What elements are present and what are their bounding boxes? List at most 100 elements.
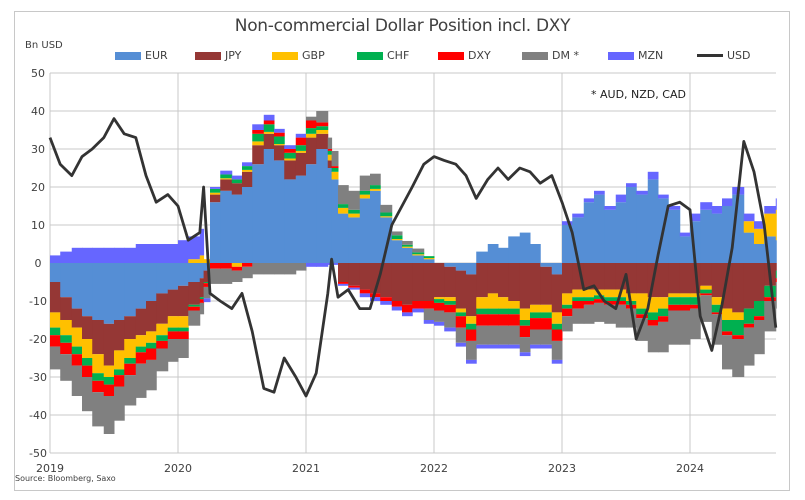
bar-segment-dxy: [242, 263, 253, 267]
bar-segment-chf: [274, 136, 285, 145]
bar-segment-mzn: [572, 213, 585, 218]
bar-segment-jpy: [327, 160, 333, 168]
bar-segment-gbp: [82, 339, 93, 358]
bar-segment-chf: [380, 212, 393, 217]
bar-segment-mzn: [50, 255, 61, 263]
bar-segment-chf: [476, 308, 489, 315]
bar-segment-dxy: [519, 325, 531, 338]
bar-segment-jpy: [167, 289, 179, 317]
bar-segment-dm: [754, 320, 765, 355]
bar-segment-eur: [252, 164, 265, 263]
bar-segment-chf: [242, 166, 253, 170]
bar-segment-gbp: [92, 354, 105, 374]
bar-segment-chf: [124, 358, 137, 364]
x-tick-label: 2020: [164, 462, 192, 475]
bar-segment-mzn: [508, 344, 521, 349]
bar-segment-dm: [636, 318, 649, 341]
bar-segment-dxy: [295, 137, 307, 146]
bar-segment-jpy: [359, 263, 371, 290]
bar-segment-mzn: [370, 297, 381, 301]
legend-item-dxy: DXY: [438, 49, 491, 62]
bar-segment-dxy: [583, 301, 595, 305]
bar-segment-eur: [274, 160, 285, 263]
bar-segment-gbp: [380, 216, 393, 218]
bar-segment-gbp: [274, 144, 285, 146]
bar-segment-gbp: [359, 194, 371, 199]
bar-segment-jpy: [284, 160, 297, 180]
bar-segment-eur: [295, 175, 307, 263]
x-tick-label: 2022: [420, 462, 448, 475]
bar-segment-mzn: [242, 162, 253, 167]
bar-segment-gbp: [220, 178, 233, 180]
bar-segment-gbp: [338, 207, 349, 214]
bar-segment-dm: [530, 329, 541, 345]
bar-segment-gbp: [722, 308, 733, 320]
bar-segment-mzn: [178, 240, 189, 263]
legend-item-gbp: GBP: [272, 49, 325, 62]
bar-segment-jpy: [203, 270, 211, 282]
bar-segment-gbp: [135, 335, 147, 347]
bar-segment-dm: [188, 310, 201, 326]
bar-segment-dm: [370, 173, 381, 186]
bar-segment-gbp: [583, 289, 595, 298]
bar-segment-jpy: [562, 263, 573, 294]
bar-segment-eur: [508, 236, 521, 263]
bar-segment-chf: [370, 185, 381, 189]
bar-segment-mzn: [391, 306, 403, 311]
bar-segment-chf: [103, 377, 115, 385]
bar-segment-eur: [370, 190, 381, 263]
bar-segment-eur: [775, 240, 777, 263]
bar-segment-eur: [124, 263, 137, 317]
bar-segment-jpy: [380, 263, 393, 298]
bar-segment-mzn: [487, 344, 499, 349]
source-note: Source: Bloomberg, Saxo: [15, 474, 116, 483]
bar-segment-dm: [380, 204, 393, 213]
bar-segment-eur: [50, 263, 61, 282]
bar-segment-dm: [210, 268, 221, 284]
bar-segment-gbp: [700, 285, 713, 290]
bar-segment-mzn: [668, 206, 681, 210]
bar-segment-jpy: [263, 133, 275, 149]
chart-title: Non-commercial Dollar Position incl. DXY: [234, 16, 571, 36]
bar-segment-gbp: [263, 131, 275, 134]
bar-segment-chf: [359, 190, 371, 195]
bar-segment-dm: [391, 231, 403, 236]
bar-segment-dm: [519, 337, 531, 353]
bar-segment-jpy: [775, 263, 777, 271]
bar-segment-chf: [754, 301, 765, 317]
bar-segment-dxy: [359, 289, 371, 294]
y-tick-label: -50: [29, 447, 47, 460]
bar-segment-dxy: [732, 335, 745, 339]
bar-segment-dm: [487, 325, 499, 345]
y-tick-label: -40: [29, 409, 47, 422]
bar-segment-chf: [434, 299, 445, 303]
bar-segment-eur: [540, 263, 553, 267]
bar-segment-eur: [412, 255, 425, 263]
bar-segment-dm: [402, 240, 413, 245]
bar-segment-chf: [583, 297, 595, 301]
bar-segment-chf: [455, 312, 467, 317]
bar-segment-dm: [572, 308, 585, 324]
bar-segment-chf: [402, 244, 413, 247]
bar-segment-dxy: [210, 263, 221, 269]
bar-segment-gbp: [647, 297, 659, 313]
bar-segment-dm: [647, 325, 659, 353]
bar-segment-dm: [82, 377, 93, 412]
legend-swatch: [522, 51, 548, 60]
bar-segment-gbp: [754, 228, 765, 244]
bar-segment-dm: [743, 327, 755, 366]
legend-item-chf: CHF: [357, 49, 409, 62]
bar-segment-dxy: [615, 301, 627, 305]
bar-segment-dm: [583, 304, 595, 324]
bar-segment-dxy: [636, 314, 649, 319]
bar-segment-eur: [135, 263, 147, 309]
bar-segment-mzn: [466, 359, 477, 364]
bar-segment-eur: [636, 194, 649, 263]
bar-segment-chf: [647, 312, 659, 320]
bar-segment-eur: [423, 259, 435, 263]
bar-segment-eur: [615, 202, 627, 263]
bar-segment-gbp: [487, 293, 499, 309]
bar-segment-dxy: [540, 318, 553, 330]
bar-segment-gbp: [391, 239, 403, 241]
bar-segment-dm: [658, 321, 669, 353]
